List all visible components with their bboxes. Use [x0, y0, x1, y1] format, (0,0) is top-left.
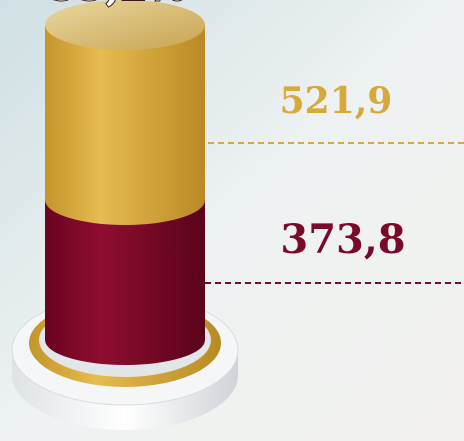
lower-value: 373,8 [280, 216, 405, 263]
top-value: 99,2% [50, 0, 185, 10]
cylinder-top [45, 0, 205, 50]
gold-segment [45, 25, 205, 225]
upper-value: 521,9 [280, 80, 393, 122]
red-segment [45, 200, 205, 365]
